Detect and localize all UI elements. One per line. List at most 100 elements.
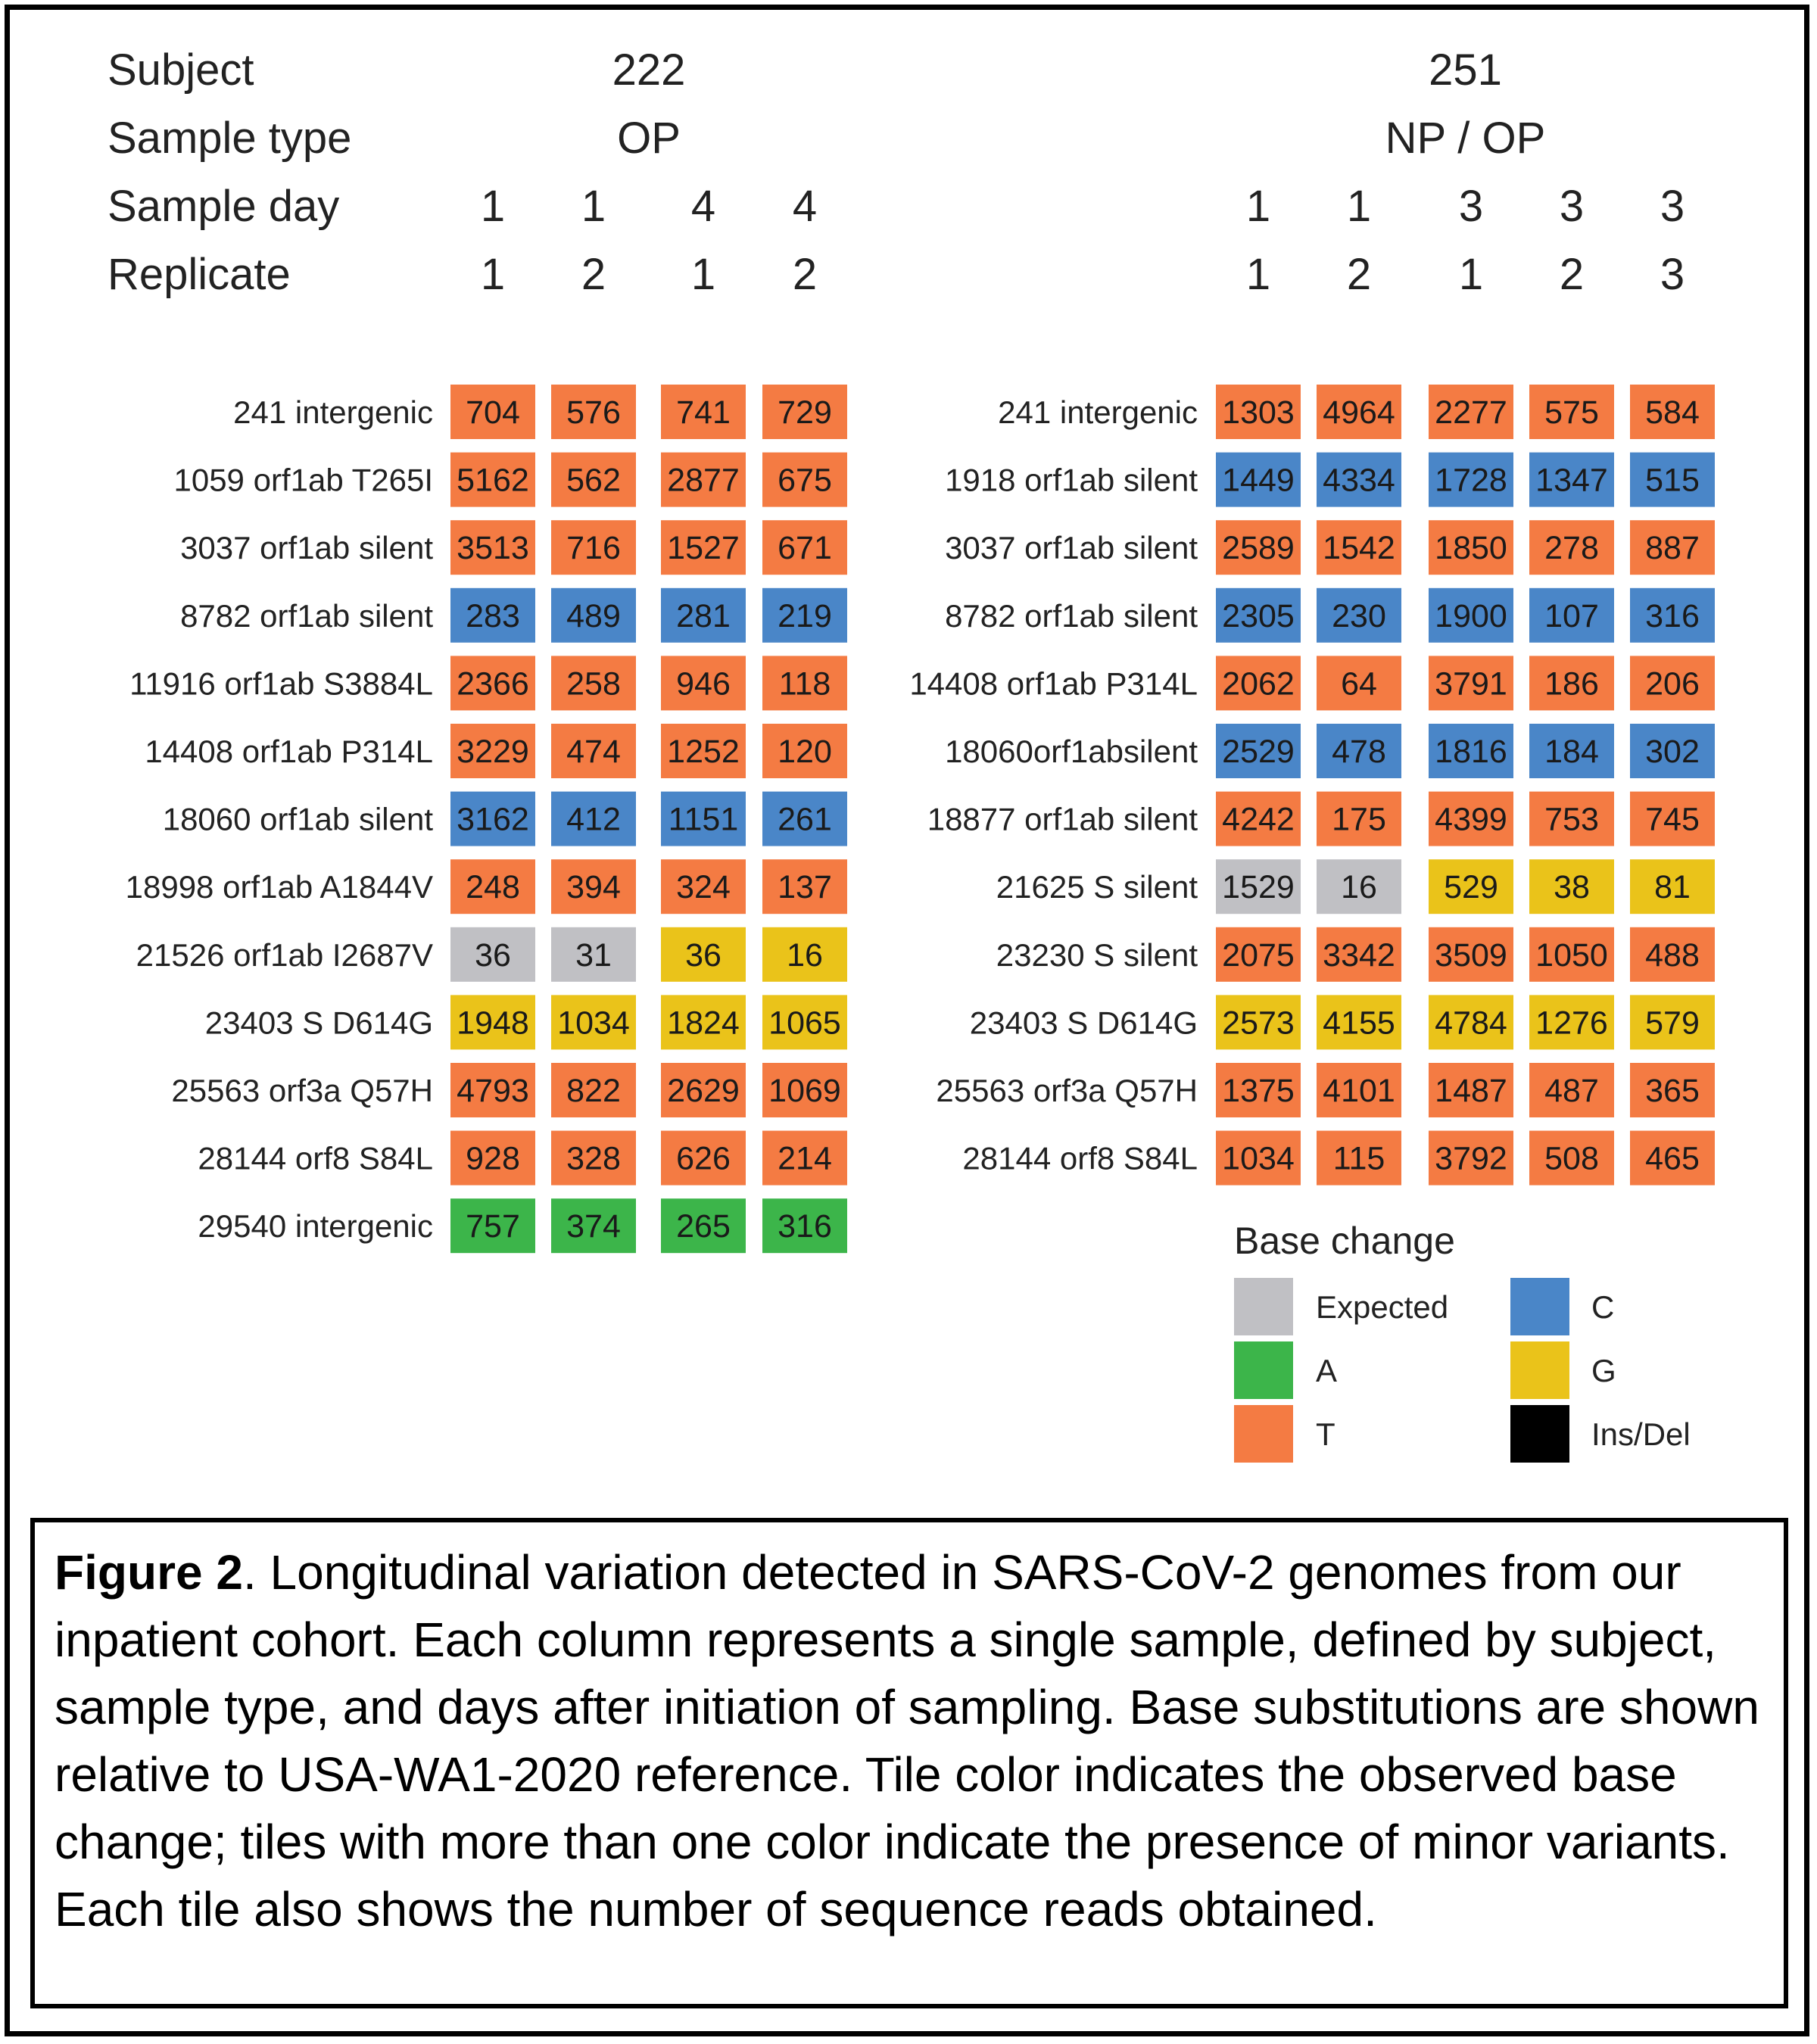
tile-read-count: 474 bbox=[566, 734, 621, 770]
tile-read-count: 283 bbox=[466, 598, 520, 634]
row-label: 241 intergenic bbox=[233, 394, 433, 430]
sample-day-label: 1 bbox=[481, 182, 505, 231]
heatmap-tile bbox=[661, 1130, 746, 1186]
tile-read-count: 31 bbox=[575, 937, 612, 974]
heatmap-tile bbox=[1429, 452, 1513, 507]
tile-read-count: 4399 bbox=[1435, 802, 1507, 838]
heatmap-tile bbox=[1317, 656, 1401, 711]
header-label-sample-type: Sample type bbox=[108, 114, 351, 163]
tile-read-count: 716 bbox=[566, 530, 621, 566]
tile-read-count: 3162 bbox=[457, 802, 529, 838]
tile-read-count: 118 bbox=[779, 665, 831, 702]
legend: Base change Expected AT CG Ins/Del bbox=[1234, 1220, 1691, 1463]
legend-label-c: C bbox=[1591, 1289, 1614, 1325]
replicate-label: 2 bbox=[581, 250, 606, 299]
tile-read-count: 488 bbox=[1645, 937, 1700, 974]
tile-read-count: 328 bbox=[566, 1141, 621, 1177]
tile-read-count: 261 bbox=[778, 802, 832, 838]
heatmap-tile bbox=[551, 520, 636, 575]
heatmap-tile bbox=[450, 1198, 535, 1254]
tile-read-count: 214 bbox=[778, 1141, 832, 1177]
tile-read-count: 1850 bbox=[1435, 530, 1507, 566]
legend-swatch-a bbox=[1234, 1341, 1293, 1399]
tile-read-count: 1824 bbox=[667, 1005, 740, 1041]
heatmap-tile bbox=[450, 927, 535, 982]
heatmap-tile bbox=[551, 385, 636, 439]
tile-read-count: 107 bbox=[1544, 598, 1599, 634]
tile-read-count: 753 bbox=[1544, 802, 1599, 838]
tile-read-count: 316 bbox=[778, 1208, 832, 1245]
row-label: 11916 orf1ab S3884L bbox=[129, 665, 433, 701]
legend-swatch-ins-del bbox=[1510, 1405, 1569, 1463]
tile-read-count: 206 bbox=[1645, 665, 1700, 702]
tile-read-count: 1542 bbox=[1323, 530, 1395, 566]
heatmap-tile bbox=[1317, 452, 1401, 507]
heatmap-tile bbox=[762, 1130, 847, 1186]
heatmap-tile bbox=[1216, 656, 1301, 711]
heatmap-tile bbox=[1630, 520, 1715, 575]
heatmap-tile bbox=[1429, 385, 1513, 439]
tile-read-count: 3791 bbox=[1435, 665, 1507, 702]
tile-read-count: 1449 bbox=[1222, 463, 1295, 499]
replicate-label: 1 bbox=[691, 250, 715, 299]
tile-read-count: 1816 bbox=[1435, 734, 1507, 770]
caption-label: Figure 2 bbox=[55, 1545, 243, 1600]
tile-read-count: 281 bbox=[676, 598, 731, 634]
heatmap-tile bbox=[661, 1198, 746, 1254]
tile-read-count: 258 bbox=[566, 665, 621, 702]
heatmap-tile bbox=[450, 656, 535, 711]
heatmap-tile bbox=[661, 587, 746, 643]
tile-read-count: 302 bbox=[1645, 734, 1700, 770]
row-label: 25563 orf3a Q57H bbox=[171, 1073, 433, 1108]
row-label: 21526 orf1ab I2687V bbox=[136, 937, 433, 973]
subject-label: 251 bbox=[1429, 45, 1502, 95]
sample-day-label: 1 bbox=[1246, 182, 1270, 231]
legend-label-a: A bbox=[1316, 1353, 1337, 1388]
sample-day-label: 4 bbox=[691, 182, 715, 231]
tile-read-count: 2877 bbox=[667, 463, 740, 499]
tile-read-count: 4334 bbox=[1323, 463, 1395, 499]
tile-read-count: 579 bbox=[1645, 1005, 1700, 1041]
tile-read-count: 575 bbox=[1544, 394, 1599, 431]
tile-read-count: 478 bbox=[1332, 734, 1386, 770]
replicate-label: 3 bbox=[1660, 250, 1685, 299]
row-label: 28144 orf8 S84L bbox=[962, 1141, 1198, 1176]
tile-read-count: 4964 bbox=[1323, 394, 1395, 431]
heatmap-tile bbox=[1317, 995, 1401, 1050]
heatmap-tile bbox=[1429, 859, 1513, 915]
row-label: 8782 orf1ab silent bbox=[180, 598, 433, 634]
heatmap-tile bbox=[1529, 520, 1614, 575]
tile-read-count: 745 bbox=[1645, 802, 1700, 838]
row-label: 8782 orf1ab silent bbox=[945, 598, 1198, 634]
row-label: 25563 orf3a Q57H bbox=[936, 1073, 1198, 1108]
tile-read-count: 1276 bbox=[1535, 1005, 1608, 1041]
subject-label: 222 bbox=[612, 45, 686, 95]
row-label: 18060orf1absilent bbox=[945, 734, 1198, 769]
tile-read-count: 3792 bbox=[1435, 1141, 1507, 1177]
tile-read-count: 1487 bbox=[1435, 1073, 1507, 1109]
caption-text: . Longitudinal variation detected in SAR… bbox=[55, 1545, 1759, 1937]
heatmap-tile bbox=[1529, 385, 1614, 439]
tile-read-count: 365 bbox=[1645, 1073, 1700, 1109]
heatmap-tile bbox=[1317, 859, 1401, 915]
heatmap-tile bbox=[551, 452, 636, 507]
heatmap-tile bbox=[1317, 520, 1401, 575]
heatmap-tile bbox=[1630, 656, 1715, 711]
tile-read-count: 1069 bbox=[768, 1073, 841, 1109]
tile-read-count: 16 bbox=[1341, 869, 1377, 905]
row-label: 23403 S D614G bbox=[205, 1005, 433, 1040]
legend-label-expected: Expected bbox=[1316, 1289, 1448, 1325]
heatmap-tile bbox=[1216, 385, 1301, 439]
heatmap-tile bbox=[661, 385, 746, 439]
heatmap-tile bbox=[551, 927, 636, 982]
tile-read-count: 1034 bbox=[1222, 1141, 1295, 1177]
replicate-label: 2 bbox=[793, 250, 817, 299]
heatmap-tile bbox=[762, 1198, 847, 1254]
heatmap-tile bbox=[1529, 995, 1614, 1050]
tile-read-count: 2062 bbox=[1222, 665, 1295, 702]
tile-read-count: 394 bbox=[566, 869, 621, 905]
tile-read-count: 671 bbox=[778, 530, 832, 566]
heatmap-tile bbox=[762, 385, 847, 439]
heatmap-tile bbox=[1529, 724, 1614, 778]
header-label-sample-day: Sample day bbox=[108, 182, 339, 231]
